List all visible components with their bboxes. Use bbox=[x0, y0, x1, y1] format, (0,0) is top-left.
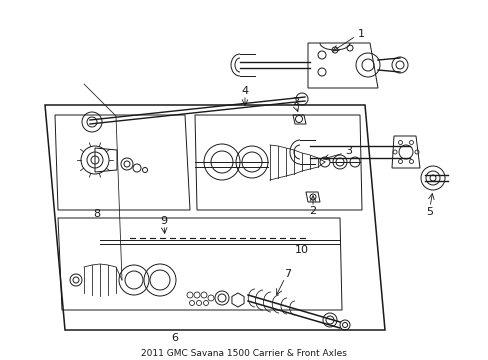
Text: 10: 10 bbox=[294, 245, 308, 255]
Text: 7: 7 bbox=[284, 269, 291, 279]
Text: 3: 3 bbox=[345, 146, 352, 156]
Text: 5: 5 bbox=[426, 207, 433, 217]
Text: 1: 1 bbox=[357, 29, 364, 39]
Text: 8: 8 bbox=[93, 209, 101, 219]
Text: 6: 6 bbox=[171, 333, 178, 343]
Text: 2011 GMC Savana 1500 Carrier & Front Axles: 2011 GMC Savana 1500 Carrier & Front Axl… bbox=[141, 350, 346, 359]
Text: 2: 2 bbox=[309, 206, 316, 216]
Text: 2: 2 bbox=[292, 97, 299, 107]
Text: 9: 9 bbox=[160, 216, 167, 226]
Text: 4: 4 bbox=[241, 86, 248, 96]
